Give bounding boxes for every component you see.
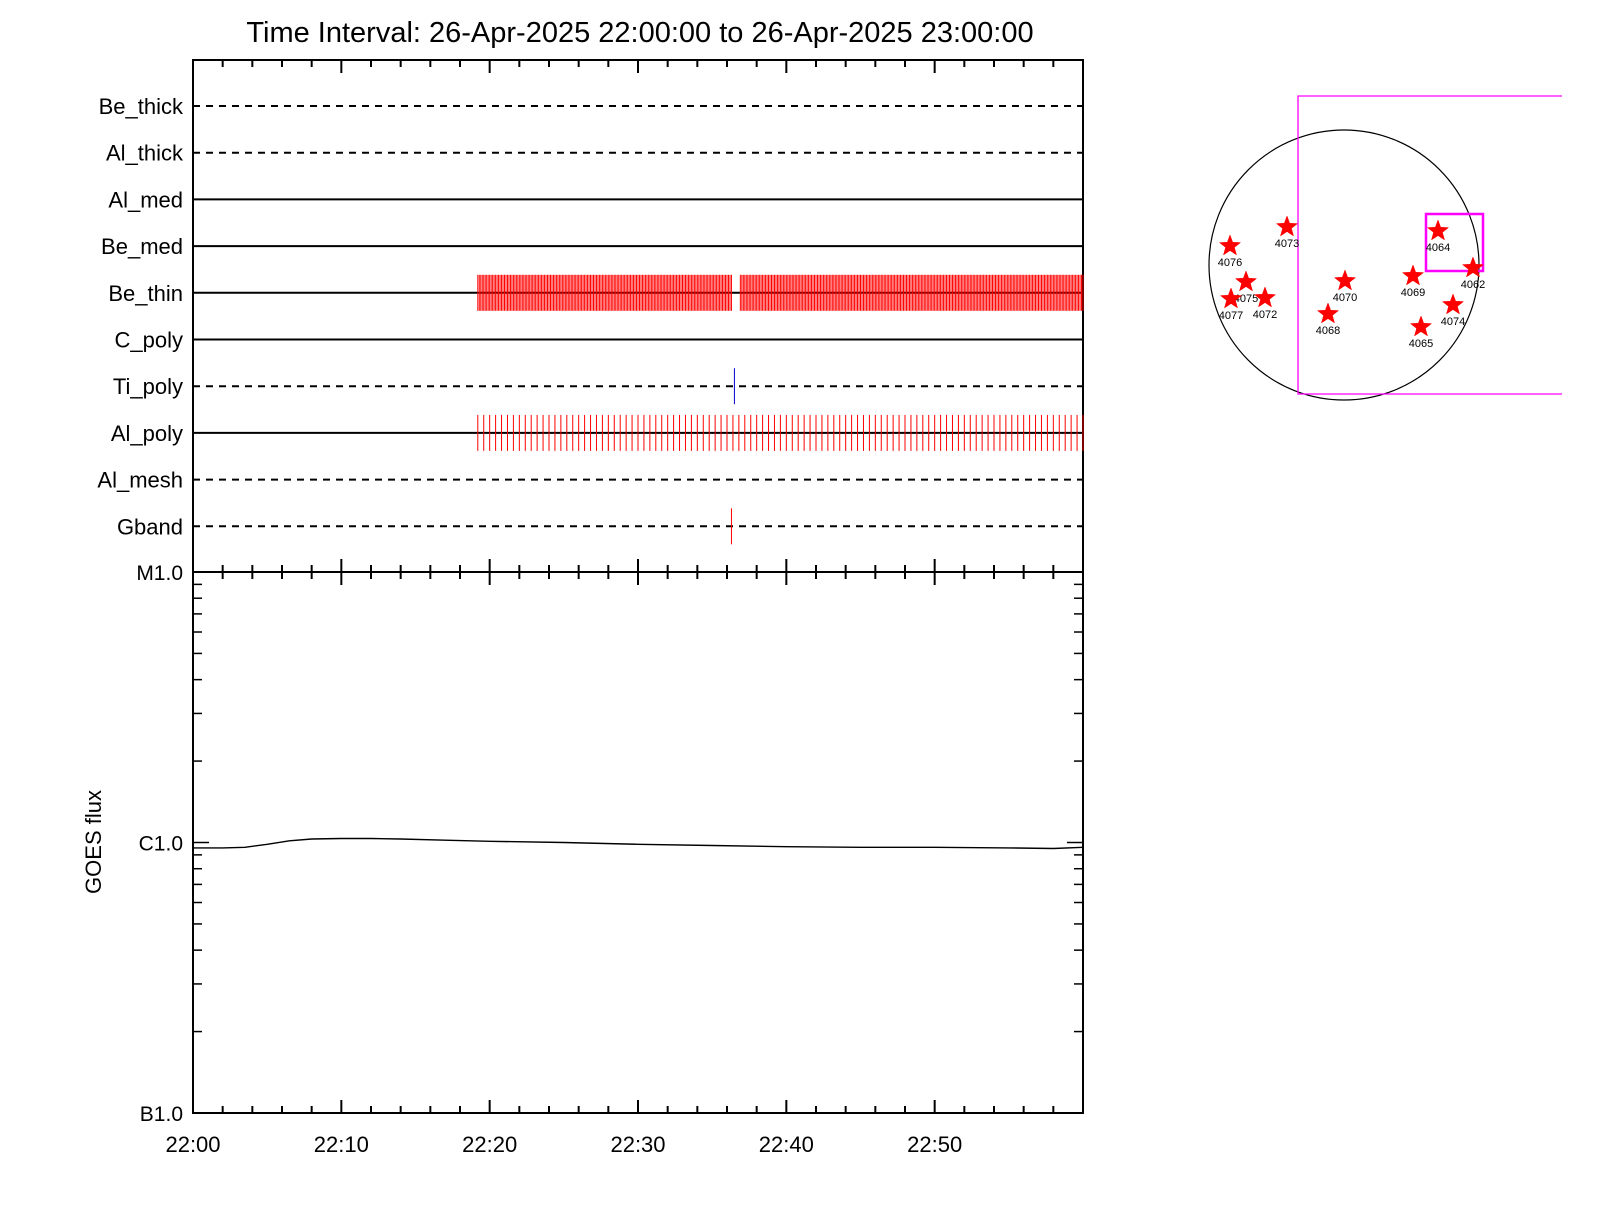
active-region-4062: 4062 [1461,256,1485,291]
star-icon [1218,234,1242,256]
star-icon [1234,270,1258,292]
timeline-rows: Be_thick Al_thick Al_med Be_med Be_thin C_pol… [97,94,1084,545]
y-tick-label: B1.0 [140,1103,183,1126]
star-icon [1275,215,1299,237]
active-region-label: 4068 [1316,325,1340,337]
row-label-ti-poly: Ti_poly [113,374,183,399]
x-tick-label: 22:50 [907,1132,962,1157]
active-region-4068: 4068 [1316,302,1340,337]
active-region-label: 4077 [1219,310,1243,322]
goes-series [193,837,1084,850]
timeline-panel-frame [192,59,1084,573]
active-region-4069: 4069 [1401,264,1425,299]
active-region-label: 4065 [1409,338,1433,350]
y-tick-label: M1.0 [136,562,183,585]
star-icon [1401,264,1425,286]
fov-outer-rect [1297,95,1562,395]
active-region-label: 4070 [1333,292,1357,304]
figure-title: Time Interval: 26-Apr-2025 22:00:00 to 2… [246,17,1033,49]
exposure-marks-be-thin [477,274,1084,311]
solar-disk-map: 4076 4073 4075 4077 4072 4070 4068 4064 4069 4062… [1208,95,1562,401]
row-label-al-poly: Al_poly [111,421,183,446]
active-region-4076: 4076 [1218,234,1242,269]
active-region-4072: 4072 [1253,286,1277,321]
active-region-label: 4076 [1218,257,1242,269]
row-label-be-thick: Be_thick [99,94,184,119]
row-label-al-med: Al_med [108,187,183,212]
star-icon [1316,302,1340,324]
exposure-marks-al-poly [477,414,1084,451]
x-tick-labels: 22:00 22:10 22:20 22:30 22:40 22:50 [165,1132,962,1157]
active-region-4070: 4070 [1333,269,1357,304]
active-region-label: 4069 [1401,287,1425,299]
star-icon [1409,315,1433,337]
active-region-4074: 4074 [1441,293,1465,328]
goes-flux-line [193,837,1084,850]
active-region-label: 4062 [1461,279,1485,291]
star-icon [1219,287,1243,309]
x-tick-label: 22:10 [314,1132,369,1157]
star-icon [1253,286,1277,308]
active-region-4064: 4064 [1426,219,1450,254]
x-tick-label: 22:40 [759,1132,814,1157]
active-region-label: 4072 [1253,309,1277,321]
timeline-x-ticks [192,60,1084,572]
star-icon [1426,219,1450,241]
row-label-al-thick: Al_thick [106,141,184,166]
star-icon [1333,269,1357,291]
x-tick-label: 22:00 [165,1132,220,1157]
active-region-4077: 4077 [1219,287,1243,322]
star-icon [1461,256,1485,278]
active-region-label: 4064 [1426,242,1450,254]
active-region-4073: 4073 [1275,215,1299,250]
y-tick-label: C1.0 [139,833,183,856]
x-tick-label: 22:30 [610,1132,665,1157]
active-region-4065: 4065 [1409,315,1433,350]
active-region-4075: 4075 [1234,270,1258,305]
row-label-be-thin: Be_thin [108,281,183,306]
x-tick-label: 22:20 [462,1132,517,1157]
row-label-be-med: Be_med [101,234,183,259]
fov-inner-rect [1424,212,1485,273]
star-icon [1441,293,1465,315]
goes-panel-frame [192,571,1084,1114]
active-region-label: 4073 [1275,238,1299,250]
row-label-gband: Gband [117,514,183,539]
row-label-al-mesh: Al_mesh [97,468,183,493]
goes-axis-ticks: M1.0 C1.0 B1.0 [136,562,1084,1126]
row-label-c-poly: C_poly [115,328,183,353]
solar-limb [1208,129,1480,401]
goes-y-axis-label: GOES flux [81,790,106,894]
active-region-label: 4074 [1441,316,1465,328]
